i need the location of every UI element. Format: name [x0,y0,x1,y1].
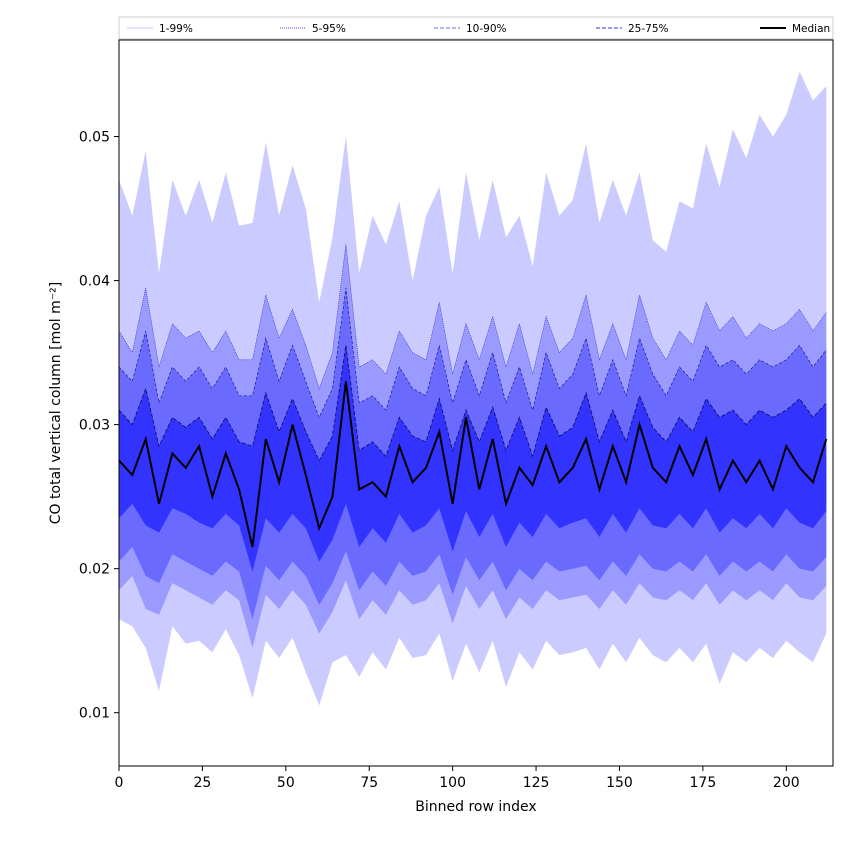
x-tick-label: 175 [690,775,717,791]
lines-layer [118,244,828,548]
x-tick-label: 150 [606,775,633,791]
y-tick-label: 0.05 [79,130,110,146]
line-25-75-upper [118,345,827,462]
x-tick-label: 0 [115,775,124,791]
x-tick-label: 125 [523,775,550,791]
legend-label: Median [792,23,830,35]
legend-label: 5-95% [312,23,346,35]
x-axis: 0 25 50 75 100 125 150 175 200 [115,766,800,791]
line-10-90-upper [118,287,827,419]
legend-label: 25-75% [628,23,669,35]
y-tick-label: 0.01 [79,706,110,722]
y-axis-label: CO total vertical column [mol m⁻²] [48,282,64,524]
x-tick-label: 100 [439,775,466,791]
x-axis-label: Binned row index [415,799,536,815]
line-median [118,381,828,548]
x-tick-label: 75 [360,775,378,791]
legend-label: 10-90% [466,23,507,35]
x-tick-label: 50 [277,775,295,791]
legend-label: 1-99% [159,23,193,35]
y-tick-label: 0.04 [79,274,110,290]
x-tick-label: 200 [773,775,800,791]
x-tick-label: 25 [193,775,211,791]
legend-box [118,16,834,40]
plot-frame [118,39,834,767]
y-tick-label: 0.02 [79,562,110,578]
legend: 1-99% 5-95% 10-90% 25-75% Median [118,16,834,40]
y-tick-label: 0.03 [79,418,110,434]
y-axis: 0.01 0.02 0.03 0.04 0.05 [79,130,119,722]
